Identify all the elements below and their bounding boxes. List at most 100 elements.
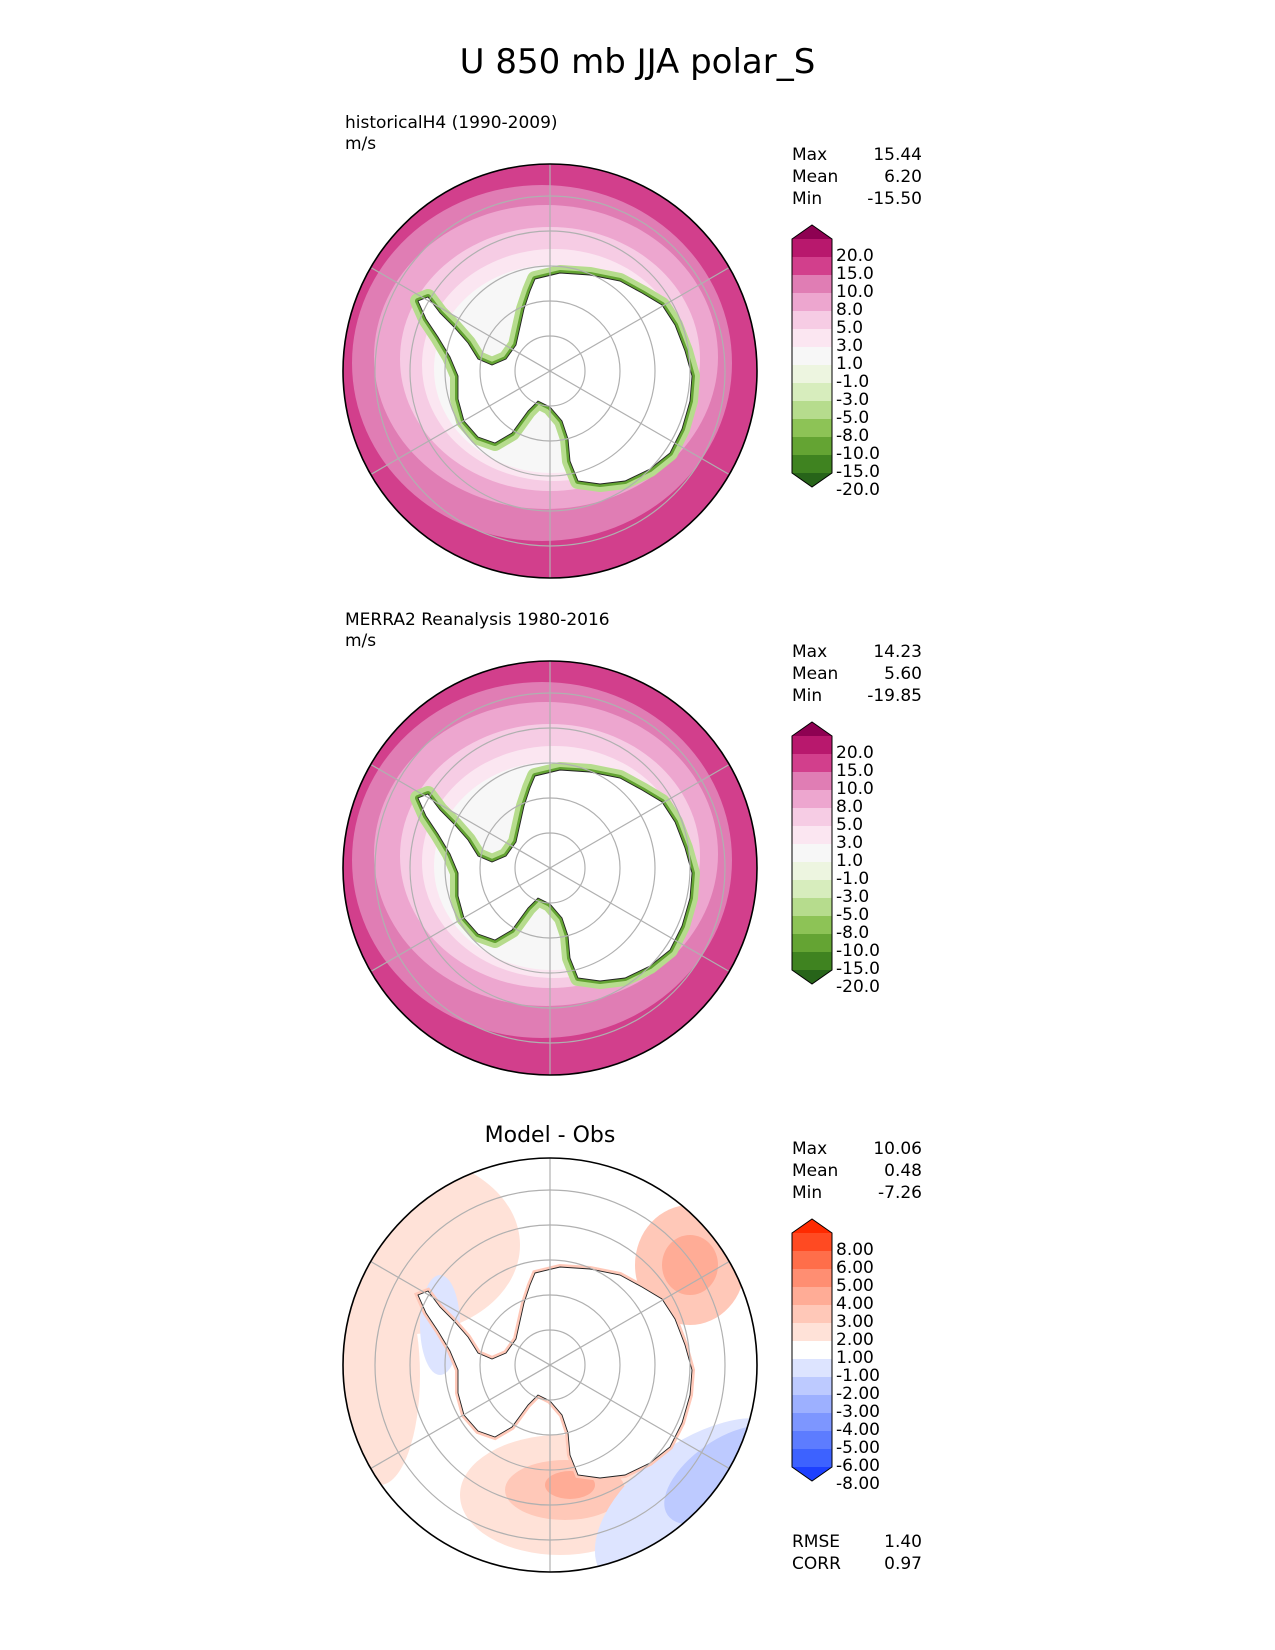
colorbar-tick-label: 5.00 [836, 1276, 874, 1296]
colorbar-outline [791, 224, 833, 488]
colorbar-tick-label: -5.0 [836, 408, 870, 428]
panel-obs-title-block: MERRA2 Reanalysis 1980-2016 m/s [345, 610, 610, 652]
colorbar-tick-label: -2.00 [836, 1384, 880, 1404]
colorbar-cell [792, 1359, 832, 1377]
colorbar-cell [792, 455, 832, 473]
colorbar-tick-label: 8.00 [836, 1240, 874, 1260]
colorbar-model [791, 224, 833, 488]
colorbar-tick-label: -5.0 [836, 905, 870, 925]
colorbar-cell [792, 401, 832, 419]
stat-min-value: -15.50 [867, 189, 922, 209]
stat-max-value: 15.44 [873, 145, 922, 165]
colorbar-outline [791, 721, 833, 985]
colorbar-extend-min [792, 970, 832, 984]
stat-min-label: Min [792, 686, 823, 706]
colorbar-extend-max [792, 1219, 832, 1233]
polar-map-diff [342, 1157, 833, 1573]
panel-model-title-block: historicalH4 (1990-2009) m/s [345, 113, 558, 155]
colorbar-tick-label: -15.0 [836, 959, 880, 979]
panel-obs-title: MERRA2 Reanalysis 1980-2016 [345, 610, 610, 630]
colorbar-cell [792, 239, 832, 257]
colorbar-cell [792, 1395, 832, 1413]
colorbar-cell [792, 880, 832, 898]
colorbar-cell [792, 383, 832, 401]
colorbar-tick-label: -3.0 [836, 390, 870, 410]
map-field [343, 661, 757, 1075]
map-boundary [342, 660, 758, 1076]
colorbar-tick-label: 15.0 [836, 761, 874, 781]
map-boundary [342, 163, 758, 579]
colorbar-diff [791, 1218, 833, 1482]
stat-min-label: Min [792, 1183, 823, 1203]
stat-rmse-label: RMSE [792, 1532, 841, 1552]
colorbar-cell [792, 934, 832, 952]
colorbar-cell [792, 1431, 832, 1449]
colorbar-tick-label: -6.00 [836, 1456, 880, 1476]
colorbar-cell [792, 1377, 832, 1395]
colorbar-cell [792, 257, 832, 275]
panel-model-units: m/s [345, 134, 377, 154]
meridian-line [370, 1260, 730, 1470]
colorbar-tick-label: -8.00 [836, 1474, 880, 1494]
colorbar-tick-label: -3.0 [836, 887, 870, 907]
colorbar-cell [792, 736, 832, 754]
stat-mean-label: Mean [792, 1161, 839, 1181]
panel-diff-error-stats: RMSE 1.40 CORR 0.97 [792, 1531, 922, 1575]
panel-model-stats: Max 15.44 Mean 6.20 Min -15.50 [792, 144, 922, 210]
stat-mean-value: 5.60 [884, 664, 922, 684]
colorbar-tick-label: 10.0 [836, 779, 874, 799]
colorbar-outline [791, 1218, 833, 1482]
colorbar-tick-label: 3.0 [836, 833, 864, 853]
stat-mean-value: 6.20 [884, 167, 922, 187]
colorbar-tick-label: -10.0 [836, 941, 880, 961]
colorbar-cell [792, 419, 832, 437]
stat-max-label: Max [792, 145, 828, 165]
map-field [343, 1158, 757, 1572]
stat-max-value: 14.23 [873, 642, 922, 662]
colorbar-obs [791, 721, 833, 985]
colorbar-tick-label: -20.0 [836, 480, 880, 500]
colorbar-cell [792, 1251, 832, 1269]
meridian-line [370, 266, 730, 476]
colorbar-cell [792, 437, 832, 455]
colorbar-tick-label: 1.0 [836, 851, 864, 871]
colorbar-tick-label: -1.0 [836, 372, 870, 392]
colorbar-tick-label: 4.00 [836, 1294, 874, 1314]
colorbar-cell [792, 844, 832, 862]
stat-rmse-value: 1.40 [884, 1532, 922, 1552]
colorbar-cell [792, 1233, 832, 1251]
colorbar-cell [792, 772, 832, 790]
colorbar-extend-max [792, 722, 832, 736]
diff-positive-patch [343, 1265, 420, 1485]
colorbar-tick-label: -8.0 [836, 426, 870, 446]
stat-max-label: Max [792, 1139, 828, 1159]
panel-diff-title: Model - Obs [484, 1123, 616, 1148]
colorbar-tick-label: -4.00 [836, 1420, 880, 1440]
colorbar-tick-label: 3.0 [836, 336, 864, 356]
colorbar-tick-label: 5.0 [836, 815, 864, 835]
colorbar-tick-label: 10.0 [836, 282, 874, 302]
stat-mean-label: Mean [792, 664, 839, 684]
meridian-line [370, 763, 730, 973]
polar-map-model [342, 163, 833, 579]
colorbar-tick-label: 6.00 [836, 1258, 874, 1278]
graticule [370, 164, 730, 578]
colorbar-extend-max [792, 225, 832, 239]
stat-max-label: Max [792, 642, 828, 662]
colorbar-tick-label: -15.0 [836, 462, 880, 482]
colorbar-tick-label: -20.0 [836, 977, 880, 997]
panel-diff-stats: Max 10.06 Mean 0.48 Min -7.26 [792, 1138, 922, 1204]
colorbar-tick-label: 20.0 [836, 246, 874, 266]
stat-mean-label: Mean [792, 167, 839, 187]
colorbar-cell [792, 808, 832, 826]
colorbar-cell [792, 329, 832, 347]
colorbar-tick-label: 8.0 [836, 300, 864, 320]
panel-obs-stats: Max 14.23 Mean 5.60 Min -19.85 [792, 641, 922, 707]
colorbar-cell [792, 862, 832, 880]
panel-obs-units: m/s [345, 631, 377, 651]
diff-positive-patch [662, 1235, 718, 1295]
stat-corr-value: 0.97 [884, 1554, 922, 1574]
colorbar-tick-label: -10.0 [836, 444, 880, 464]
colorbar-cell [792, 275, 832, 293]
